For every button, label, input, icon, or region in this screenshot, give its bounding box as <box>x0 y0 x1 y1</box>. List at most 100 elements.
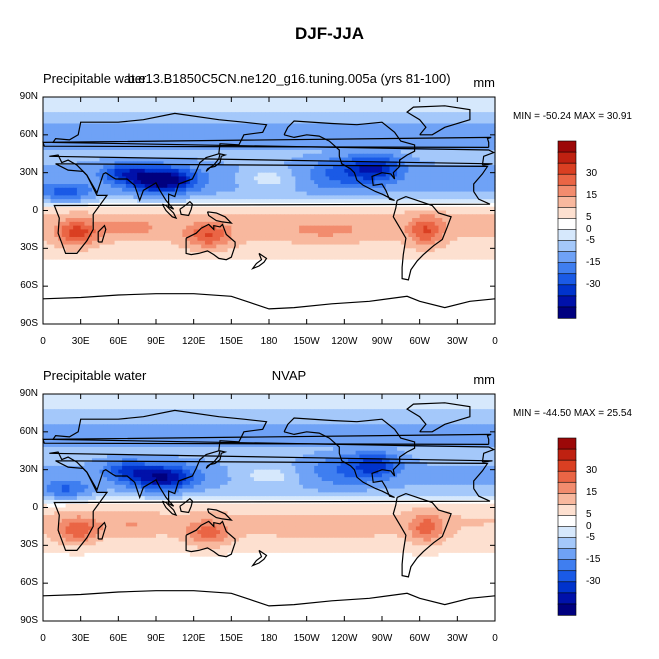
field-cell <box>103 218 108 223</box>
field-cell <box>110 104 116 109</box>
field-cell <box>366 229 372 234</box>
field-cell <box>99 97 104 102</box>
field-cell <box>276 97 281 102</box>
field-cell <box>163 252 168 257</box>
field-cell <box>438 180 443 185</box>
field-cell <box>140 123 146 128</box>
field-cell <box>171 161 176 166</box>
field-cell <box>174 119 180 125</box>
field-cell <box>374 191 379 196</box>
field-cell <box>325 165 330 170</box>
field-cell <box>54 187 59 193</box>
field-cell <box>50 195 55 200</box>
field-cell <box>231 206 236 212</box>
field-cell <box>193 157 199 162</box>
field-cell <box>69 233 74 238</box>
field-cell <box>43 233 48 238</box>
field-cell <box>351 112 357 117</box>
field-cell <box>216 142 221 147</box>
field-cell <box>366 240 372 246</box>
field-cell <box>397 123 402 128</box>
field-cell <box>423 225 428 231</box>
field-cell <box>95 218 101 223</box>
field-cell <box>370 225 376 231</box>
field-cell <box>91 157 97 162</box>
field-cell <box>140 127 146 132</box>
field-cell <box>276 187 281 193</box>
field-cell <box>250 176 255 181</box>
field-cell <box>374 199 379 204</box>
field-cell <box>340 221 345 227</box>
field-cell <box>276 210 281 215</box>
field-cell <box>453 149 458 155</box>
field-cell <box>438 131 443 136</box>
field-cell <box>129 131 134 136</box>
field-cell <box>487 191 492 196</box>
field-cell <box>99 252 104 257</box>
field-cell <box>69 187 74 193</box>
field-cell <box>197 240 202 246</box>
field-cell <box>80 180 86 185</box>
field-cell <box>137 127 142 132</box>
field-cell <box>250 138 255 143</box>
field-cell <box>453 214 458 219</box>
field-cell <box>73 112 78 117</box>
field-cell <box>461 168 466 174</box>
field-cell <box>291 187 296 193</box>
field-cell <box>137 157 142 162</box>
field-cell <box>389 180 394 185</box>
field-cell <box>272 149 278 155</box>
field-cell <box>216 248 221 253</box>
field-cell <box>107 112 112 117</box>
field-cell <box>257 187 263 193</box>
field-cell <box>302 161 308 166</box>
field-cell <box>144 180 150 185</box>
field-cell <box>246 206 251 212</box>
field-cell <box>382 127 387 132</box>
field-cell <box>261 161 266 166</box>
field-cell <box>152 153 157 159</box>
field-cell <box>125 123 131 128</box>
field-cell <box>434 142 440 147</box>
field-cell <box>216 172 221 178</box>
field-cell <box>223 161 229 166</box>
field-cell <box>122 134 127 140</box>
field-cell <box>442 176 447 181</box>
field-cell <box>310 127 315 132</box>
field-cell <box>299 168 304 174</box>
field-cell <box>54 138 59 143</box>
field-cell <box>58 131 63 136</box>
field-cell <box>133 210 138 215</box>
field-cell <box>419 97 425 102</box>
field-cell <box>317 142 323 147</box>
field-cell <box>472 225 477 231</box>
field-cell <box>284 176 289 181</box>
field-cell <box>148 187 153 193</box>
field-cell <box>261 206 266 212</box>
field-cell <box>329 225 334 231</box>
field-cell <box>246 123 251 128</box>
field-cell <box>88 104 93 109</box>
field-cell <box>125 236 131 242</box>
field-cell <box>250 180 255 185</box>
field-cell <box>423 248 428 253</box>
field-cell <box>125 180 131 185</box>
field-cell <box>442 153 447 159</box>
field-cell <box>58 191 63 196</box>
field-cell <box>88 225 93 231</box>
field-cell <box>295 153 300 159</box>
field-cell <box>76 221 82 227</box>
field-cell <box>348 142 353 147</box>
field-cell <box>167 153 172 159</box>
field-cell <box>174 180 180 185</box>
field-cell <box>397 184 402 189</box>
field-cell <box>186 172 191 178</box>
field-cell <box>461 248 466 253</box>
field-cell <box>65 134 70 140</box>
field-cell <box>118 112 123 117</box>
field-cell <box>468 184 473 189</box>
field-cell <box>370 191 376 196</box>
field-cell <box>348 199 353 204</box>
field-cell <box>88 252 93 257</box>
field-cell <box>235 123 240 128</box>
